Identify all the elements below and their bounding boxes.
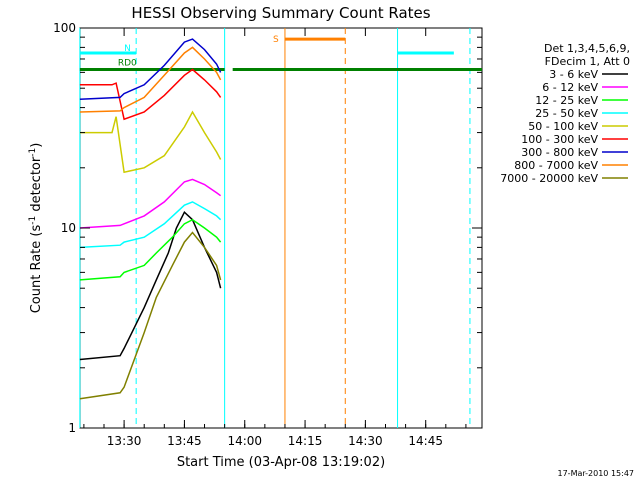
- series-layer: [79, 38, 222, 400]
- series-line: [79, 231, 222, 400]
- series-line: [79, 218, 222, 281]
- legend-label: 6 - 12 keV: [542, 81, 598, 94]
- annotation-layer: N S RD0: [79, 28, 482, 428]
- night-flag-label: N: [124, 44, 131, 54]
- footer-timestamp: 17-Mar-2010 15:47: [558, 469, 635, 478]
- legend-label: 100 - 300 keV: [521, 133, 598, 146]
- legend-label: 800 - 7000 keV: [514, 159, 598, 172]
- y-axis-label-sup1: -1: [28, 216, 38, 225]
- saa-flag-label: S: [273, 35, 279, 45]
- rd0-flag-label: RD0: [118, 59, 137, 69]
- series-line: [79, 110, 222, 174]
- legend-label: 3 - 6 keV: [549, 68, 598, 81]
- y-tick-label: 10: [61, 221, 76, 235]
- x-tick-label: 14:30: [348, 434, 383, 448]
- x-tick-label: 13:30: [107, 434, 142, 448]
- legend: Det 1,3,4,5,6,9, FDecim 1, Att 0 3 - 6 k…: [500, 42, 630, 185]
- series-line: [79, 210, 222, 361]
- x-tick-label: 14:15: [288, 434, 323, 448]
- y-axis-label-sup2: -1: [28, 148, 38, 157]
- legend-header-detectors: Det 1,3,4,5,6,9,: [544, 42, 630, 55]
- y-tick-label: 100: [53, 21, 76, 35]
- y-tick-label: 1: [68, 421, 76, 435]
- x-axis-label: Start Time (03-Apr-08 13:19:02): [177, 455, 385, 470]
- y-axis-label-mid: detector: [29, 156, 44, 216]
- x-tick-label: 14:45: [408, 434, 443, 448]
- tick-layer: 13:30 13:45 14:00 14:15 14:30 14:45 1 10 100: [53, 21, 482, 448]
- series-line: [79, 178, 222, 229]
- legend-label: 50 - 100 keV: [528, 120, 598, 133]
- legend-label: 7000 - 20000 keV: [500, 172, 598, 185]
- x-tick-label: 14:00: [227, 434, 262, 448]
- y-axis-label-main: Count Rate (s: [29, 225, 44, 314]
- series-line: [79, 38, 222, 101]
- x-tick-label: 13:45: [167, 434, 202, 448]
- legend-label: 12 - 25 keV: [535, 94, 598, 107]
- plot-frame: [79, 27, 483, 429]
- series-line: [79, 46, 222, 113]
- y-axis-label-end: ): [29, 143, 44, 148]
- legend-header-decim: FDecim 1, Att 0: [545, 55, 630, 68]
- series-line: [79, 201, 222, 249]
- legend-label: 25 - 50 keV: [535, 107, 598, 120]
- chart-title: HESSI Observing Summary Count Rates: [131, 4, 430, 22]
- legend-label: 300 - 800 keV: [521, 146, 598, 159]
- series-line: [79, 68, 222, 121]
- y-axis-label: Count Rate (s-1 detector-1): [28, 143, 44, 314]
